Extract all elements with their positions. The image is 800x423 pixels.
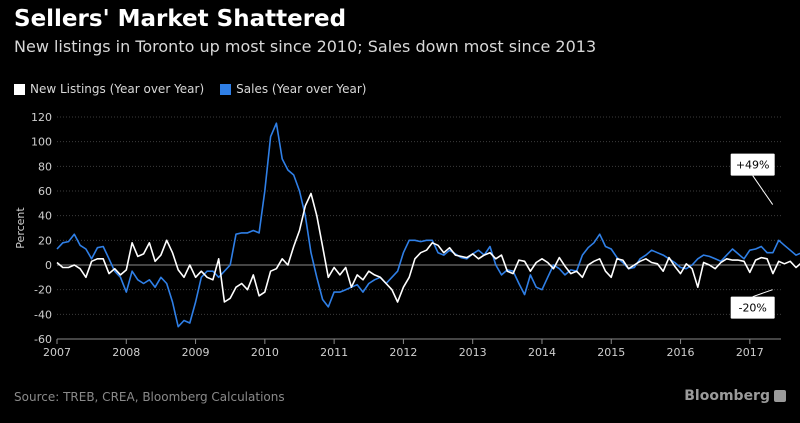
x-tick-label: 2011 [320, 346, 348, 359]
series-line-new-listings [56, 192, 800, 303]
y-tick-label: -40 [34, 308, 52, 321]
legend-swatch-new-listings [14, 83, 25, 95]
series-group [56, 122, 800, 328]
callout-leader [752, 289, 773, 298]
annotations: +49% -20% [730, 153, 775, 319]
source-note: Source: TREB, CREA, Bloomberg Calculatio… [14, 390, 285, 404]
callout-leader [752, 175, 774, 205]
x-tick-label: 2009 [182, 346, 210, 359]
x-tick-label: 2007 [43, 346, 71, 359]
x-tick-label: 2010 [251, 346, 279, 359]
grid [57, 116, 781, 340]
y-tick-label: 100 [31, 136, 52, 149]
callout-label: +49% [736, 159, 770, 172]
x-tick-label: 2008 [112, 346, 140, 359]
x-tick-label: 2014 [528, 346, 556, 359]
legend-item-new-listings: New Listings (Year over Year) [14, 82, 204, 96]
x-tick-label: 2012 [389, 346, 417, 359]
chart-subtitle: New listings in Toronto up most since 20… [14, 37, 597, 56]
chart-title: Sellers' Market Shattered [14, 6, 347, 32]
x-tick-label: 2013 [459, 346, 487, 359]
y-tick-label: 120 [31, 111, 52, 124]
legend-label-new-listings: New Listings (Year over Year) [30, 82, 205, 96]
y-tick-label: 40 [38, 210, 52, 223]
legend-item-sales: Sales (Year over Year) [220, 82, 366, 96]
callout-sales: -20% [730, 289, 775, 319]
y-tick-label: 20 [38, 234, 52, 247]
y-tick-label: 80 [38, 160, 52, 173]
legend-label-sales: Sales (Year over Year) [236, 82, 367, 96]
x-axis: 2007 2008 2009 2010 2011 2012 2013 2014 2015 2016… [43, 339, 764, 359]
y-tick-label: -20 [34, 284, 52, 297]
y-tick-label: -60 [34, 333, 52, 346]
bloomberg-logo: Bloomberg [684, 388, 786, 404]
series-line-sales [56, 122, 800, 328]
callout-box [730, 296, 775, 319]
y-tick-label: 60 [38, 185, 52, 198]
x-tick-label: 2017 [736, 346, 764, 359]
y-tick-label: 0 [45, 259, 52, 272]
callout-box [730, 153, 775, 176]
bloomberg-mark-icon [774, 390, 786, 402]
y-axis: -60 -40 -20 0 20 40 60 80 100 120 [31, 111, 52, 346]
x-tick-label: 2016 [667, 346, 695, 359]
brand-text: Bloomberg [684, 388, 770, 404]
callout-new-listings: +49% [730, 153, 775, 205]
y-axis-label: Percent [14, 207, 27, 249]
legend: New Listings (Year over Year) Sales (Yea… [14, 82, 382, 96]
callout-label: -20% [738, 302, 766, 315]
x-tick-label: 2015 [597, 346, 625, 359]
legend-swatch-sales [220, 83, 232, 95]
